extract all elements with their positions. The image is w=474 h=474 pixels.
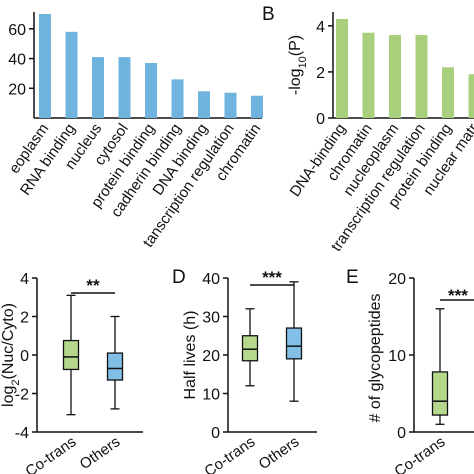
panel-b-y-label: -log10(P) [287, 35, 309, 95]
d-category-label: Co-trans [201, 433, 258, 474]
e-y-tick-label: 20 [388, 271, 406, 288]
b-y-tick-label: 2 [316, 65, 325, 82]
b-bar [362, 32, 375, 118]
a-bar [92, 57, 104, 118]
b-bar [468, 74, 474, 118]
c-box-co-trans [62, 294, 80, 416]
c-category-label: Co-trans [22, 433, 79, 474]
d-y-tick-label: 40 [202, 271, 220, 288]
d-y-tick-label: 30 [202, 310, 220, 327]
c-y-tick-label: 0 [20, 348, 29, 365]
b-y-tick-label: 4 [316, 19, 325, 36]
e-y-tick-label: 0 [397, 425, 406, 442]
d-box-iqr [285, 327, 303, 360]
a-bar [171, 79, 184, 118]
panel-b-bar-chart: B -log10(P) 024 DNA-bindingchromatinnucl… [262, 4, 474, 255]
a-y-tick-label: 60 [8, 22, 26, 39]
b-y-tick-label: 0 [316, 111, 325, 128]
c-category-label: Others [77, 433, 124, 473]
b-bar [415, 35, 428, 118]
c-y-tick-label: 2 [20, 310, 29, 327]
panel-d-letter: D [172, 267, 186, 288]
a-bar [145, 63, 157, 118]
c-y-tick-label: -2 [15, 387, 29, 404]
e-box-co-trans [431, 308, 449, 425]
c-box-iqr [106, 352, 124, 381]
d-y-tick-label: 0 [211, 425, 220, 442]
panel-d-y-label: Half lives (h) [182, 311, 199, 400]
b-bar [389, 35, 401, 118]
a-bar [251, 95, 263, 118]
panel-e-y-label: # of glycopeptides [367, 294, 384, 423]
panel-e-letter: E [346, 267, 359, 288]
d-y-tick-label: 10 [202, 387, 220, 404]
e-y-tick-label: 10 [388, 348, 406, 365]
d-y-tick-label: 20 [202, 348, 220, 365]
c-y-tick-label: -4 [15, 425, 29, 442]
a-bar [118, 57, 131, 118]
d-category-label: Others [256, 433, 303, 473]
a-y-tick-label: 20 [8, 81, 26, 98]
panel-e-significance: *** [448, 286, 468, 305]
panel-c-significance: ** [86, 276, 100, 295]
panel-d-significance: *** [262, 268, 282, 287]
e-box-iqr [431, 371, 449, 416]
b-bar [442, 67, 454, 118]
panel-c-y-label: log2(Nuc/Cyto) [0, 303, 22, 407]
a-bar [39, 14, 51, 118]
d-box-iqr [241, 335, 259, 362]
a-bar [198, 91, 210, 118]
a-y-tick-label: 40 [8, 52, 26, 69]
d-box-others [285, 281, 303, 402]
d-box-co-trans [241, 308, 259, 387]
c-box-others [106, 315, 124, 410]
c-y-tick-label: 4 [20, 271, 29, 288]
panel-b-letter: B [262, 4, 275, 25]
panel-d-box-plot: D Half lives (h) 0 10 20 30 40 Co-transOther… [172, 267, 317, 474]
b-bar [336, 18, 348, 119]
a-bar [65, 31, 78, 119]
c-box-iqr [62, 339, 80, 371]
a-bar [224, 92, 237, 118]
